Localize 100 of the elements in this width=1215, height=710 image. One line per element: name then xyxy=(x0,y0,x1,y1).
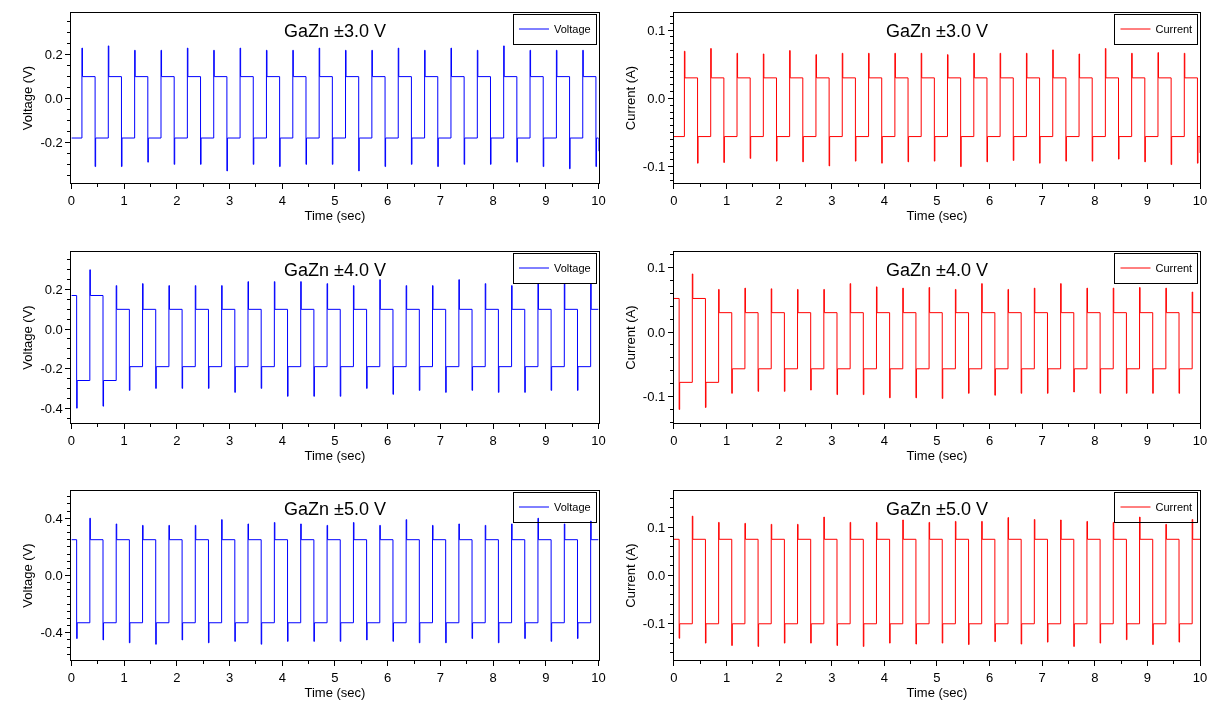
x-tick-label: 7 xyxy=(436,192,445,208)
chart-title: GaZn ±4.0 V xyxy=(284,260,386,280)
x-tick-label: 3 xyxy=(225,192,234,208)
x-tick-label: 0 xyxy=(670,432,678,448)
y-axis-title: Voltage (V) xyxy=(20,65,36,131)
x-tick-label: 1 xyxy=(722,432,731,448)
x-tick-label: 0 xyxy=(670,669,678,685)
x-tick-label: 8 xyxy=(489,192,497,208)
x-tick-label: 8 xyxy=(489,432,497,448)
chart-title: GaZn ±3.0 V xyxy=(284,21,386,41)
y-tick-label: 0.1 xyxy=(647,260,666,276)
x-tick-label: 6 xyxy=(384,432,392,448)
y-tick-label: 0.0 xyxy=(44,91,63,107)
y-tick-label: 0.1 xyxy=(647,22,666,38)
x-tick-label: 7 xyxy=(436,432,445,448)
x-tick-label: 0 xyxy=(67,669,75,685)
x-tick-label: 9 xyxy=(542,432,550,448)
x-tick-label: 2 xyxy=(173,192,181,208)
y-tick-label: 0.4 xyxy=(44,510,63,526)
x-tick-label: 4 xyxy=(278,432,286,448)
x-tick-label: 7 xyxy=(1038,192,1046,208)
y-axis-title: Current (A) xyxy=(622,305,638,370)
x-tick-label: 8 xyxy=(1091,192,1099,208)
x-tick-label: 6 xyxy=(985,192,994,208)
x-tick-label: 5 xyxy=(331,432,339,448)
x-tick-label: 0 xyxy=(67,432,75,448)
legend-label: Voltage xyxy=(553,262,591,275)
x-tick-label: 9 xyxy=(1143,192,1152,208)
y-tick-label: 0.2 xyxy=(44,47,63,63)
x-axis-title: Time (sec) xyxy=(304,685,366,701)
x-tick-label: 4 xyxy=(880,432,888,448)
x-tick-label: 0 xyxy=(67,192,75,208)
x-tick-label: 3 xyxy=(828,432,836,448)
x-tick-label: 1 xyxy=(120,669,128,685)
x-tick-label: 4 xyxy=(278,192,286,208)
x-tick-label: 4 xyxy=(880,669,888,685)
x-axis-title: Time (sec) xyxy=(304,448,366,464)
y-tick-label: -0.1 xyxy=(642,389,666,405)
x-tick-label: 10 xyxy=(591,669,606,685)
x-tick-label: 3 xyxy=(225,669,234,685)
x-tick-label: 10 xyxy=(1192,669,1208,685)
y-tick-label: -0.1 xyxy=(642,616,666,632)
y-tick-label: -0.4 xyxy=(40,625,63,641)
x-tick-label: 10 xyxy=(1192,432,1208,448)
x-tick-label: 7 xyxy=(1038,669,1046,685)
x-axis-title: Time (sec) xyxy=(304,208,366,224)
y-tick-label: 0.0 xyxy=(44,568,63,584)
x-tick-label: 10 xyxy=(591,192,606,208)
y-tick-label: 0.2 xyxy=(44,282,63,298)
x-tick-label: 6 xyxy=(985,432,994,448)
x-tick-label: 2 xyxy=(173,432,181,448)
x-tick-label: 4 xyxy=(880,192,888,208)
y-tick-label: -0.2 xyxy=(40,361,63,377)
x-tick-label: 2 xyxy=(173,669,181,685)
x-tick-label: 0 xyxy=(670,192,678,208)
x-tick-label: 10 xyxy=(1192,192,1208,208)
y-tick-label: 0.0 xyxy=(647,324,666,340)
x-tick-label: 6 xyxy=(384,669,392,685)
x-tick-label: 10 xyxy=(591,432,606,448)
x-tick-label: 6 xyxy=(985,669,994,685)
y-tick-label: 0.0 xyxy=(647,90,666,106)
legend-label: Current xyxy=(1155,262,1193,275)
x-tick-label: 8 xyxy=(1091,432,1099,448)
y-tick-label: 0.0 xyxy=(44,321,63,337)
x-tick-label: 5 xyxy=(933,669,941,685)
text: GaZn ±5.0 V xyxy=(284,499,386,519)
x-tick-label: 1 xyxy=(722,669,731,685)
chart-title: GaZn ±4.0 V xyxy=(886,260,988,280)
chart-title: GaZn ±3.0 V xyxy=(886,21,988,41)
x-tick-label: 7 xyxy=(436,669,445,685)
y-tick-label: -0.2 xyxy=(40,134,63,150)
y-tick-label: 0.1 xyxy=(647,519,666,535)
text: GaZn ±5.0 V xyxy=(886,499,988,519)
x-tick-label: 2 xyxy=(775,192,783,208)
x-tick-label: 3 xyxy=(828,192,836,208)
x-tick-label: 2 xyxy=(775,669,783,685)
x-tick-label: 1 xyxy=(722,192,731,208)
x-tick-label: 1 xyxy=(120,192,128,208)
y-tick-label: -0.4 xyxy=(40,400,63,416)
legend-label: Voltage xyxy=(553,501,591,514)
y-axis-title: Voltage (V) xyxy=(20,543,36,608)
legend-label: Current xyxy=(1155,23,1193,36)
x-tick-label: 6 xyxy=(384,192,392,208)
x-tick-label: 9 xyxy=(542,669,550,685)
x-tick-label: 5 xyxy=(331,669,339,685)
y-axis-title: Voltage (V) xyxy=(20,305,36,370)
x-tick-label: 5 xyxy=(331,192,339,208)
x-axis-title: Time (sec) xyxy=(906,448,968,464)
y-axis-title: Current (A) xyxy=(622,543,638,608)
x-tick-label: 3 xyxy=(225,432,234,448)
x-tick-label: 3 xyxy=(828,669,836,685)
x-tick-label: 5 xyxy=(933,432,941,448)
x-tick-label: 9 xyxy=(542,192,550,208)
y-axis-title: Current (A) xyxy=(622,65,638,131)
legend-label: Voltage xyxy=(553,23,591,36)
x-tick-label: 9 xyxy=(1143,432,1152,448)
x-tick-label: 8 xyxy=(1091,669,1099,685)
y-tick-label: -0.1 xyxy=(642,159,666,175)
x-tick-label: 1 xyxy=(120,432,128,448)
x-tick-label: 5 xyxy=(933,192,941,208)
